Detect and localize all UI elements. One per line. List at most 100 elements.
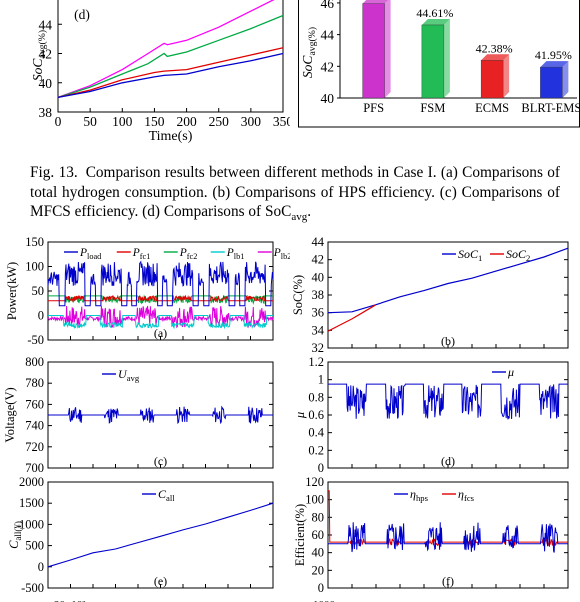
bar-side-0 [384,0,391,98]
series-line-0 [327,247,569,314]
y-tick-label: 0 [318,581,324,595]
bar-category-label-0: PFS [363,101,384,115]
legend-label-0: ηhps [410,487,429,503]
plot-frame [327,481,569,589]
x-tick-label: 100 [112,114,133,129]
y-tick-label: 760 [25,397,44,411]
y-tick-label: 0.2 [308,443,324,457]
y-tick-label: 100 [25,260,44,274]
panel-label: (d) [441,454,455,468]
caption-label: Fig. 13. [30,164,78,181]
panel-b-soc: 32 34 36 38 40 42 44 SoC(%) (b) SoC1 SoC2 [291,236,569,354]
legend-label-2: Pfc2 [179,247,198,261]
x-multiplier-label: 1000 [313,599,336,602]
x-tick-label: 0 [55,114,62,129]
top-left-socavg-chart: 38 40 42 44 46 0 50 100 150 200 250 300 350 Time(s) So… [30,0,290,144]
panel-a-power: -50 0 50 100 150 Power(kW) (a) Pload Pfc1 Pfc2 Plb… [5,236,290,347]
caption-text: Comparison results between different met… [30,164,560,220]
series-line-0 [328,522,568,553]
legend-label-0: Pload [79,247,102,261]
y-tick-label: 0.6 [308,408,324,422]
y-tick-label: 720 [25,440,44,454]
y-axis-label: SoC(%) [291,275,305,315]
y-tick-label: 38 [312,288,325,302]
y-tick-label: 46 [39,0,53,3]
bar-1 [421,24,445,99]
y-tick-label: 80 [312,510,325,524]
bar-top-0 [362,0,389,4]
bar-top-2 [481,54,510,61]
y-tick-label: 150 [25,236,44,249]
y-tick-label: 44 [312,236,325,249]
x-tick-label: 50 [83,114,97,129]
y-axis-label: SoCavg(%) [300,27,318,78]
y-tick-label: 32 [312,341,325,354]
y-tick-label: 0.8 [308,390,324,404]
series-line-1 [57,14,284,99]
series-line-0 [57,0,275,99]
y-axis-label: μ [293,412,307,419]
figure-caption: Fig. 13. Comparison results between diffe… [30,163,560,228]
bar-top-3 [540,61,569,68]
caption-end: . [307,203,312,220]
y-tick-label: 42 [39,47,53,62]
bar-0 [362,3,385,99]
y-tick-label: 1 [318,373,324,387]
y-axis-label: Call(¥) [7,521,23,549]
series-line-0 [48,405,273,425]
top-right-bar-chart: 40424446SoCavg(%)45.96%PFS44.61%FSM42.38… [298,0,580,128]
legend-label-1: ηfcs [458,487,475,503]
legend-label-0: Uavg [118,367,140,383]
y-tick-label: 1.2 [308,355,324,369]
panel-label: (c) [154,454,167,468]
y-axis-label: Voltage(V) [3,387,17,442]
y-tick-label: 40 [39,76,53,91]
y-tick-label: 20 [312,563,325,577]
bar-data-label-3: 41.95% [535,48,572,62]
y-tick-label: 34 [312,323,325,337]
panel-label: (d) [74,7,90,22]
series-line-2 [48,294,273,306]
bar-data-label-2: 42.38% [476,41,513,55]
panel-label: (b) [441,334,455,348]
y-tick-label: 1000 [19,517,44,531]
panel-f-efficiency: 0 20 40 60 80 100 120 Efficient(%) (f) ηhps ηfcs 10… [293,475,569,602]
y-tick-label: 120 [305,475,324,489]
y-tick-label: 0 [318,461,324,472]
legend-label-1: Pfc1 [132,247,151,261]
bar-2 [480,60,504,99]
y-tick-label: 700 [25,461,44,472]
panel-label: (a) [154,326,167,340]
y-tick-label: 42 [321,59,335,74]
y-tick-label: 500 [25,539,44,553]
legend-label-1: SoC2 [506,247,530,263]
y-tick-label: 50 [32,284,45,298]
y-tick-label: 2000 [19,475,44,489]
y-tick-label: 44 [321,28,335,43]
legend-label-0: SoC1 [458,247,482,263]
x-tick-label: 350 [273,114,290,129]
y-axis-label: Power(kW) [5,262,19,320]
y-tick-label: 40 [312,270,325,284]
x-tick-label: 250 [209,114,230,129]
x-axis-label: Time(s) [149,129,193,144]
plot-frame [327,241,569,349]
y-tick-label: 780 [25,376,44,390]
x-tick-label: 150 [144,114,165,129]
panel-d-mu: 0 0.2 0.4 0.6 0.8 1 1.2 μ (d) μ [293,355,569,472]
x-tick-label: 300 [241,114,262,129]
y-tick-label: 40 [321,91,335,106]
panel-label: (e) [154,574,167,588]
y-tick-label: 38 [39,105,53,120]
y-tick-label: 800 [25,355,44,369]
caption-sub: avg [291,211,308,224]
bar-data-label-1: 44.61% [416,6,453,20]
bar-side-1 [443,18,450,98]
bar-category-label-3: BLRT-EMS [521,101,580,115]
y-axis-label: SoCavg(%) [30,30,48,81]
y-tick-label: 0 [38,560,44,574]
series-line-2 [57,47,284,99]
x-tick-label: 200 [176,114,197,129]
bar-top-1 [421,18,450,25]
series-line-3 [48,315,273,330]
